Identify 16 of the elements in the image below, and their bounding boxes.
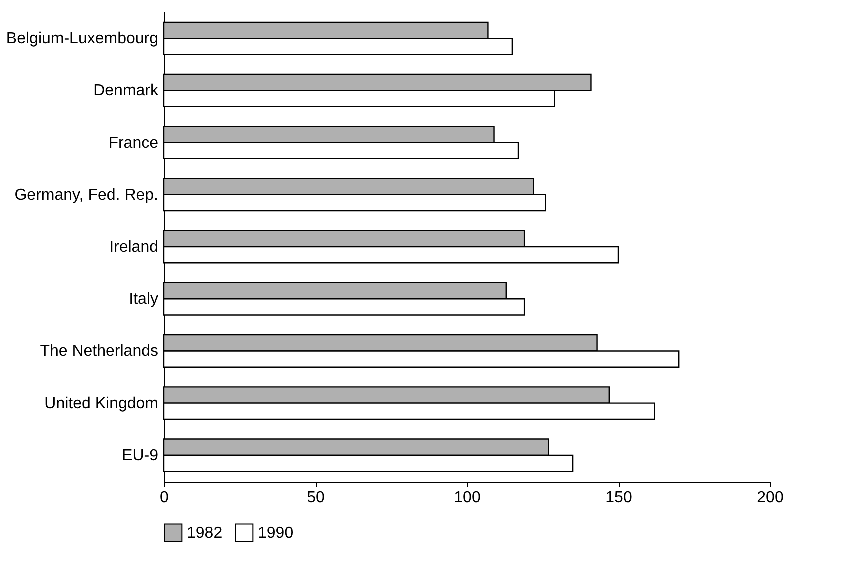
x-tick-label: 200 — [757, 490, 784, 506]
y-tick-label: Belgium-Luxembourg — [6, 30, 158, 48]
y-tick-label: Ireland — [110, 239, 158, 256]
y-tick-label: France — [108, 134, 159, 152]
y-tick-label: Germany, Fed. Rep. — [14, 186, 158, 204]
y-tick-label: EU-9 — [122, 447, 159, 464]
legend-label: 1990 — [258, 524, 294, 542]
x-tick-label: 150 — [606, 490, 632, 506]
y-tick-label: Italy — [129, 291, 158, 308]
x-tick-label: 50 — [307, 490, 325, 506]
y-tick-label: Denmark — [94, 82, 160, 100]
y-tick-label: United Kingdom — [44, 395, 158, 412]
legend-label: 1982 — [187, 524, 223, 542]
y-tick-label: The Netherlands — [40, 343, 158, 360]
x-tick-label: 0 — [160, 490, 170, 506]
x-tick-label: 100 — [454, 490, 481, 506]
